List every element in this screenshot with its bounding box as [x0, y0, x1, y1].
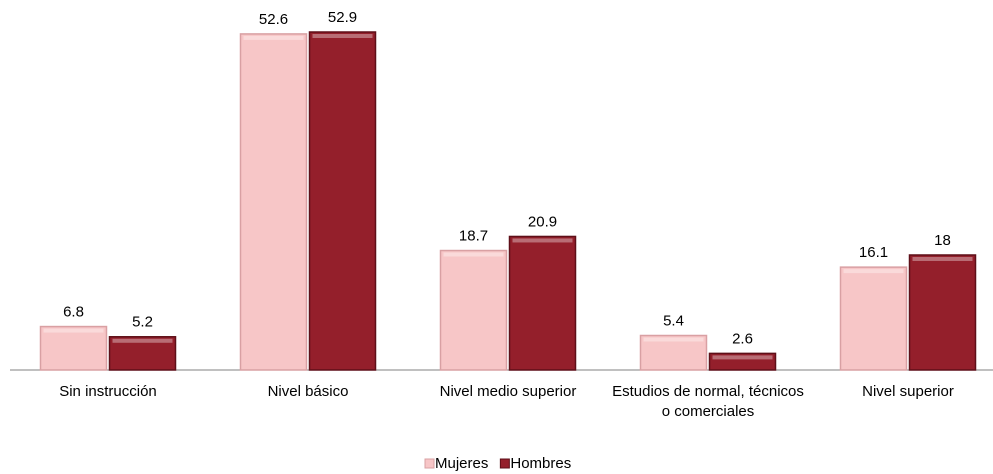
bar — [708, 352, 777, 371]
data-label: 52.6 — [259, 11, 288, 28]
data-label: 18 — [934, 232, 951, 249]
bar — [108, 336, 177, 371]
bar-highlight — [843, 269, 904, 274]
x-tick-label: Nivel básico — [267, 383, 349, 400]
bar-highlight — [912, 256, 973, 261]
bar — [508, 235, 577, 371]
bar-highlight — [43, 328, 104, 333]
bar — [39, 325, 108, 371]
bar — [439, 249, 508, 371]
bar-highlight — [243, 35, 304, 40]
bar — [639, 334, 708, 371]
bar — [839, 266, 908, 371]
data-label: 2.6 — [732, 330, 753, 347]
legend-swatch — [424, 458, 435, 469]
bar-highlight — [643, 337, 704, 342]
bar-highlight — [712, 355, 773, 360]
bar — [308, 31, 377, 371]
bar — [239, 33, 308, 371]
bar-highlight — [312, 34, 373, 38]
data-label: 6.8 — [63, 304, 84, 321]
x-tick-label: Estudios de normal, técnicos o comercial… — [612, 383, 804, 420]
legend-label: Hombres — [510, 455, 571, 472]
data-label: 20.9 — [528, 213, 557, 230]
legend-label: Mujeres — [435, 455, 488, 472]
x-tick-label: Nivel superior — [862, 383, 954, 400]
data-label: 16.1 — [859, 244, 888, 261]
data-label: 52.9 — [328, 9, 357, 26]
legend-swatch — [499, 458, 510, 469]
x-tick-label: Sin instrucción — [59, 383, 157, 400]
x-tick-label: Nivel medio superior — [439, 383, 577, 400]
bar-highlight — [512, 238, 573, 243]
data-label: 5.2 — [132, 314, 153, 331]
data-label: 5.4 — [663, 312, 684, 329]
bar-highlight — [112, 338, 173, 343]
bar — [908, 254, 977, 371]
bar-highlight — [443, 252, 504, 257]
data-label: 18.7 — [459, 227, 488, 244]
